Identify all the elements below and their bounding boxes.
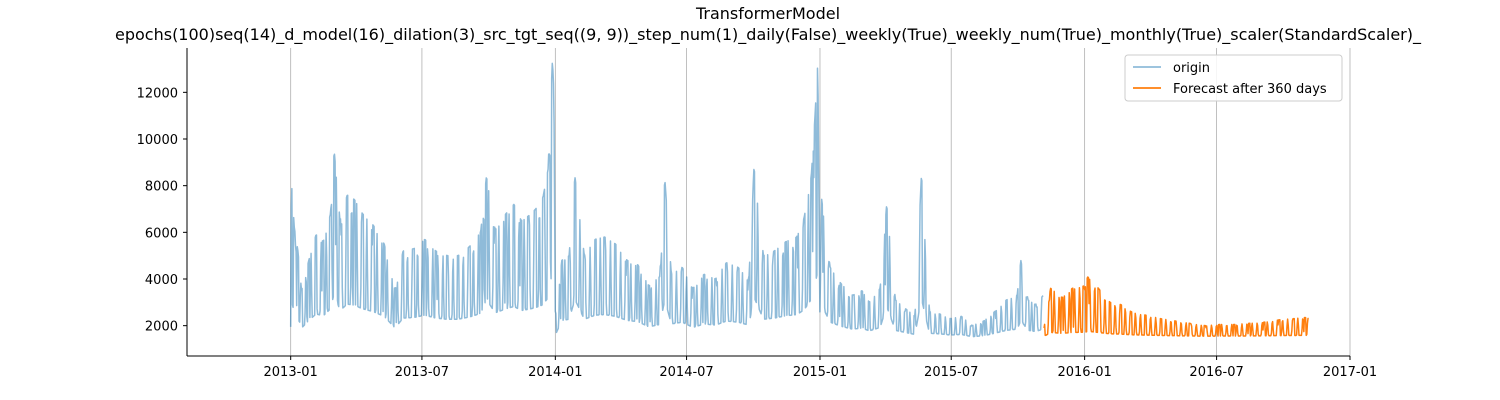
y-tick-label: 12000 — [137, 86, 178, 101]
y-tick-label: 10000 — [137, 133, 178, 148]
y-tick-label: 2000 — [145, 320, 178, 335]
x-axis-ticks: 2013-01 2013-07 2014-01 2014-07 2015-01 2015-… — [264, 356, 1377, 380]
chart-title: TransformerModel — [695, 4, 840, 23]
legend-entry-label: Forecast after 360 days — [1173, 82, 1327, 97]
x-tick-label: 2014-01 — [528, 365, 582, 380]
legend: origin Forecast after 360 days — [1124, 54, 1343, 102]
y-tick-label: 8000 — [145, 180, 178, 195]
x-grid — [290, 48, 1351, 356]
x-tick-label: 2014-07 — [659, 365, 713, 380]
y-tick-label: 4000 — [145, 273, 178, 288]
x-tick-label: 2013-07 — [395, 365, 449, 380]
y-axis-ticks: 2000 4000 6000 8000 10000 12000 — [137, 86, 187, 335]
legend-box — [1124, 54, 1343, 102]
series-line-forecast — [1043, 276, 1309, 337]
x-tick-label: 2015-07 — [924, 365, 978, 380]
legend-entry-label: origin — [1173, 61, 1210, 76]
series-line-origin — [289, 62, 1044, 338]
x-tick-label: 2017-01 — [1323, 365, 1377, 380]
chart-subtitle: epochs(100)seq(14)_d_model(16)_dilation(… — [115, 25, 1422, 45]
axes — [186, 48, 1350, 357]
series-layer — [289, 62, 1309, 338]
y-tick-label: 6000 — [145, 226, 178, 241]
x-tick-label: 2015-01 — [793, 365, 847, 380]
x-tick-label: 2016-01 — [1057, 365, 1111, 380]
x-tick-label: 2013-01 — [264, 365, 318, 380]
x-tick-label: 2016-07 — [1189, 365, 1243, 380]
